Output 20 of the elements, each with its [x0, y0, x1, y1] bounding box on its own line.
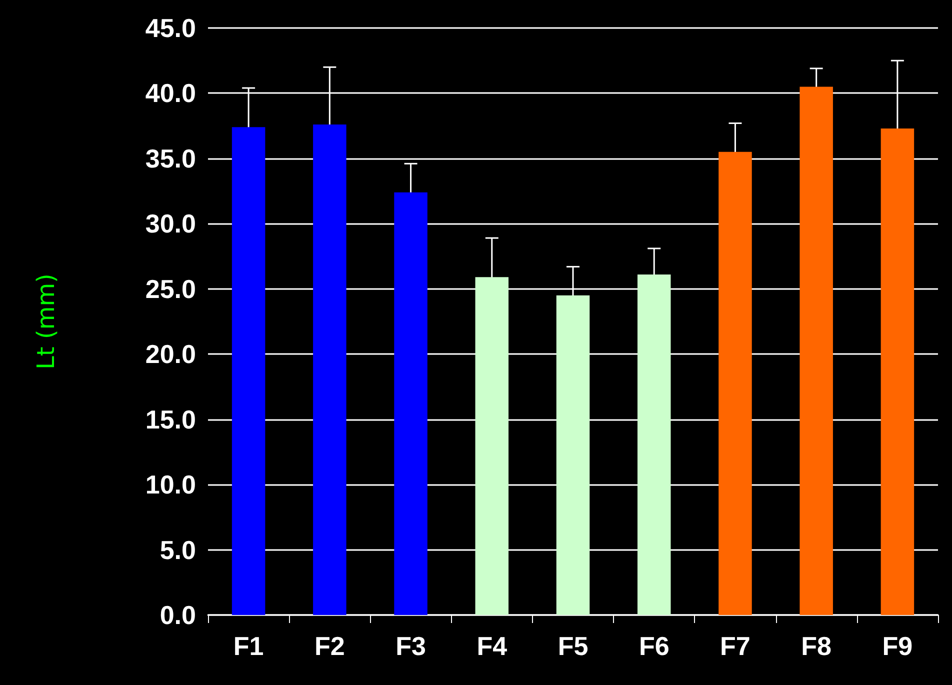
- y-tick-label: 30.0: [145, 208, 196, 239]
- y-tick-label: 35.0: [145, 143, 196, 174]
- y-tick-label: 20.0: [145, 339, 196, 370]
- x-tick-label: F8: [801, 631, 832, 661]
- y-tick-label: 25.0: [145, 274, 196, 304]
- x-tick-label: F4: [476, 631, 508, 661]
- x-tick-label: F1: [233, 631, 264, 661]
- x-tick-label: F3: [396, 631, 426, 661]
- x-tick-label: F2: [314, 631, 345, 661]
- y-tick-label: 0.0: [160, 600, 196, 630]
- y-tick-label: 15.0: [145, 404, 196, 434]
- x-tick-label: F6: [638, 631, 670, 661]
- y-tick-label: 10.0: [145, 470, 196, 500]
- y-tick-label: 5.0: [160, 534, 196, 565]
- y-tick-label: 45.0: [145, 13, 196, 43]
- x-tick-label: F7: [720, 631, 750, 661]
- x-tick-label: F5: [558, 631, 588, 661]
- y-tick-label: 40.0: [145, 78, 196, 108]
- x-tick-label: F9: [882, 631, 913, 661]
- y-axis-title: Lt (mm): [32, 274, 60, 370]
